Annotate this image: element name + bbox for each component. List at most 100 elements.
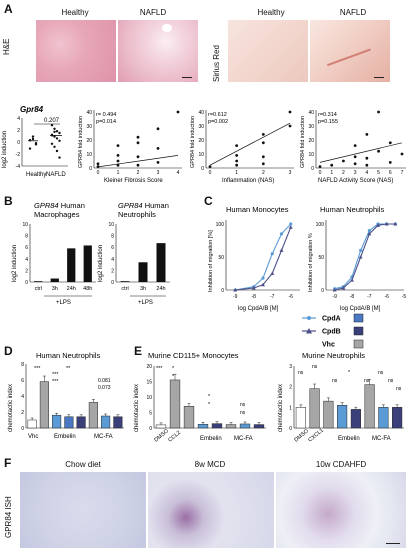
bar [39,381,49,429]
data-point [136,141,140,145]
y-tick-label: 50 [318,255,324,261]
data-point [233,288,238,292]
x-tick-label: -7 [367,294,372,300]
y-tick-label: 10 [146,395,152,401]
sig-mark: ns [396,386,402,392]
y-tick-label: 40 [86,110,92,116]
y-axis-label: log2 induction [98,245,104,282]
y-tick-label: 4 [25,257,28,263]
x-tick-label: ctrl [35,286,42,292]
data-point [393,222,398,226]
data-point [365,163,369,167]
data-point [261,141,265,145]
sig-mark: ns [388,378,394,384]
sig-mark: *** [156,366,163,372]
y-tick-label: 6 [111,245,114,251]
x-axis-label: NAFLD Activity Score (NAS) [318,178,393,184]
scale-bar [182,77,192,78]
data-point [55,149,59,153]
x-tick-label: -6 [384,294,389,300]
data-point [261,155,265,159]
legend-swatch-cpdb [353,326,364,336]
mono-title: Human Monocytes [226,205,289,214]
vacuole-shape [162,24,172,32]
data-point [353,162,357,166]
data-point [31,135,35,138]
fibrosis-scatter: GPR84 fold induction r= 0.494 p=0.014 0 1… [78,110,182,184]
col-label-chow: Chow diet [65,460,101,469]
y-tick-label: 50 [218,255,224,261]
y-tick-label: 0 [321,288,324,294]
panel-b-charts: GPR84 Human Macrophages GPR84 Human Neut… [12,201,170,306]
y-tick-label: 0 [149,426,152,432]
x-tick-label: 1 [330,170,333,176]
data-point [261,276,265,280]
sirius-healthy-label: Healthy [257,8,285,17]
x-tick-label: Embelin [338,436,360,442]
bar [76,416,86,429]
sig-mark: ns [332,378,338,384]
neut-bars: 0 2 4 6 8 10 ctrl 3h 24h [108,222,165,292]
sig-mark: * [208,402,211,408]
y-tick-label: 4 [17,116,20,122]
y-tick-label: 2 [111,268,114,274]
legend-label-vhc: Vhc [322,342,335,349]
data-point [251,286,256,290]
neut-curves: 0 50 100 -9 -8 -7 -6 -5 [316,222,406,300]
data-point [116,159,120,163]
scale-bar [386,542,400,544]
bar [67,248,76,282]
y-tick-label: 10 [308,152,314,158]
y-tick-label: 2 [21,410,24,416]
data-point [116,154,120,157]
curve-cpdb [235,227,292,291]
fibrosis-streak [326,48,376,78]
y-tick-label: 4 [111,257,114,263]
lps-label: +LPS [56,300,71,306]
data-point [384,222,389,226]
x-tick-label: 6 [389,170,392,176]
bar [225,424,237,429]
y-tick-label: 4 [21,394,24,400]
y-tick-label: 0 [201,166,204,172]
sig-mark: * [172,366,175,372]
x-tick-label: -9 [332,294,337,300]
y-tick-label: 10 [198,152,204,158]
legend-label-cpdb: CpdB [322,329,341,336]
neut-title: Human Neutrophils [320,205,384,214]
sig-mark: ** [66,366,71,372]
data-point [376,223,380,227]
panel-label-e: E [134,344,143,358]
bar [52,414,62,429]
sirius-nafld-image [310,20,390,82]
x-tick-label: 0 [319,170,322,176]
macro-title: GPR84 Human [34,201,85,210]
data-point [289,222,293,226]
y-tick-label: 0 [21,426,24,432]
y-tick-label: -4 [16,164,21,170]
y-axis-label: GPR84 fold induction [190,116,196,168]
y-axis-label: chemotactic index [8,384,14,432]
bar [120,281,130,282]
panel-e-charts: Murine CD115+ Monocytes chemotactic inde… [134,351,404,444]
y-tick-label: 8 [25,234,28,240]
bar [309,388,320,429]
sirius-nafld-label: NAFLD [339,8,367,17]
he-stain-label: H&E [2,38,11,55]
x-tick-label: Vhc [28,434,38,440]
x-axis-label: Kleiner Fibrosis Score [104,178,163,184]
x-tick-label: Healthy [26,172,46,178]
data-point [50,124,54,127]
data-point [388,161,392,164]
data-point [58,131,61,135]
data-point [55,130,59,133]
data-point [156,147,160,150]
y-tick-label: 30 [86,124,92,130]
legend-label-cpda: CpdA [322,316,341,323]
y-tick-label: 20 [308,138,314,144]
data-point [235,163,239,167]
legend: CpdA CpdB Vhc [302,313,364,349]
r-value: r=0.612 [208,112,227,118]
sig-mark: ns [240,402,246,408]
y-tick-label: 1 [289,405,292,411]
